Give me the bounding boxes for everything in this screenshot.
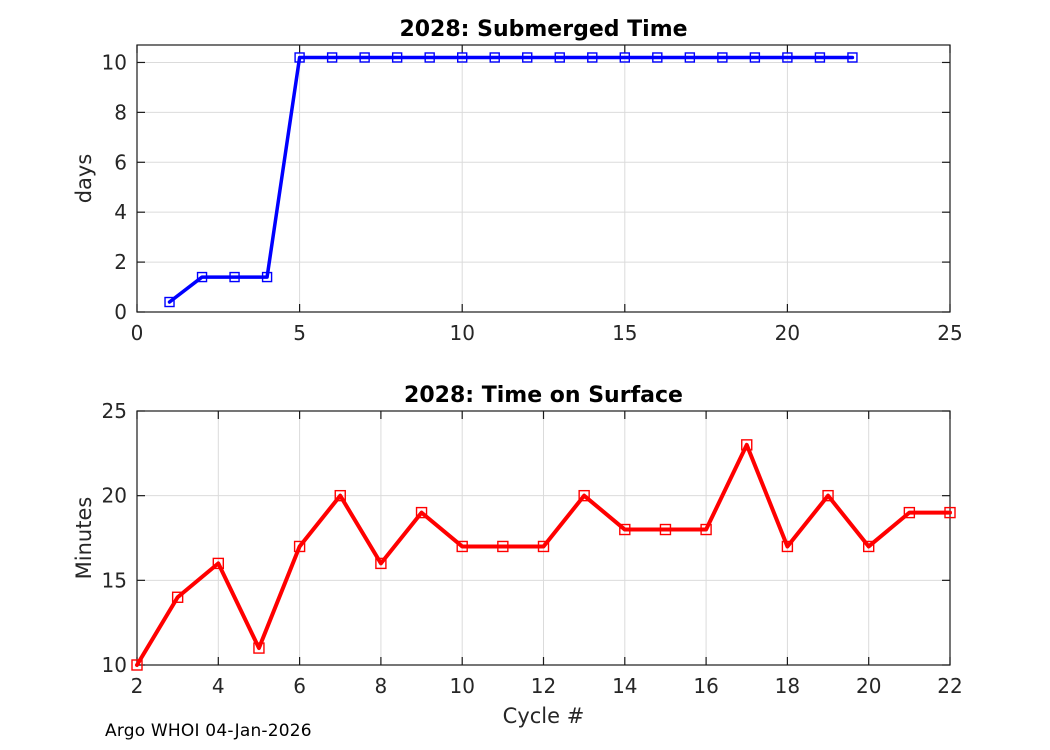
x-tick-label: 18 xyxy=(775,674,800,698)
x-axis-label: Cycle # xyxy=(503,704,585,728)
data-point-marker xyxy=(196,271,208,283)
y-tick-label: 0 xyxy=(114,300,127,324)
data-point-marker xyxy=(131,659,143,671)
data-point-marker xyxy=(415,506,428,519)
y-tick-label: 8 xyxy=(114,100,127,124)
x-tick-label: 5 xyxy=(293,321,306,345)
data-point-marker xyxy=(578,489,590,502)
x-tick-label: 20 xyxy=(856,674,881,698)
data-point-marker xyxy=(212,557,225,570)
data-line xyxy=(167,55,855,304)
x-tick-label: 2 xyxy=(131,674,144,698)
y-tick-label: 10 xyxy=(102,50,127,74)
data-point-marker xyxy=(717,52,728,63)
data-line xyxy=(135,442,952,667)
data-point-marker xyxy=(171,591,184,603)
x-tick-label: 4 xyxy=(212,674,225,698)
data-point-marker xyxy=(229,271,240,283)
data-point-marker xyxy=(652,52,663,63)
data-point-marker xyxy=(456,540,468,553)
data-point-marker xyxy=(822,489,834,502)
x-tick-label: 25 xyxy=(937,321,962,345)
chart-title: 2028: Time on Surface xyxy=(404,383,683,408)
data-point-marker xyxy=(863,540,875,553)
submerged-time-chart: 2028: Submerged Time 0 5 10 15 20 25 0 2 4 6 8 10 day… xyxy=(72,17,963,345)
watermark-text: Argo WHOI 04-Jan-2026 xyxy=(105,721,312,741)
data-point-marker xyxy=(903,506,916,519)
data-point-marker xyxy=(293,540,306,553)
axes-box xyxy=(136,44,951,313)
data-point-marker xyxy=(326,52,338,63)
data-point-marker xyxy=(489,52,500,63)
data-point-marker xyxy=(334,489,346,502)
y-tick-label: 10 xyxy=(102,653,127,677)
data-point-marker xyxy=(497,540,509,553)
x-tick-label: 0 xyxy=(131,321,144,345)
data-point-marker xyxy=(847,52,858,63)
x-tick-label: 14 xyxy=(612,674,637,698)
data-point-marker xyxy=(164,296,175,308)
data-point-marker xyxy=(749,52,761,63)
y-tick-label: 6 xyxy=(114,150,127,174)
x-tick-label: 10 xyxy=(449,674,474,698)
y-tick-label: 20 xyxy=(102,484,127,508)
data-point-marker xyxy=(814,52,826,63)
x-tick-label: 6 xyxy=(293,674,306,698)
y-axis-label: days xyxy=(72,154,96,204)
x-tick-label: 15 xyxy=(612,321,637,345)
data-point-marker xyxy=(391,52,403,63)
data-point-marker xyxy=(587,52,598,63)
data-point-marker xyxy=(619,52,630,63)
data-point-marker xyxy=(537,540,550,553)
y-axis-label: Minutes xyxy=(72,497,96,580)
x-tick-label: 20 xyxy=(775,321,800,345)
y-tick-label: 15 xyxy=(102,568,127,592)
data-point-marker xyxy=(741,439,753,451)
chart-title: 2028: Submerged Time xyxy=(399,17,687,42)
x-tick-label: 12 xyxy=(531,674,556,698)
data-point-marker xyxy=(659,523,672,536)
y-tick-label: 2 xyxy=(114,250,127,274)
data-point-marker xyxy=(782,52,793,63)
data-point-marker xyxy=(424,52,435,63)
x-tick-label: 8 xyxy=(375,674,388,698)
data-point-marker xyxy=(294,52,305,63)
data-point-marker xyxy=(554,52,565,63)
data-point-marker xyxy=(375,557,387,570)
data-point-marker xyxy=(700,523,712,536)
data-point-marker xyxy=(522,52,533,63)
data-point-marker xyxy=(781,540,794,553)
data-point-marker xyxy=(619,523,631,536)
data-point-marker xyxy=(261,271,273,283)
x-tick-label: 10 xyxy=(449,321,474,345)
y-tick-label: 4 xyxy=(114,200,127,224)
time-on-surface-chart: 2028: Time on Surface 2 4 6 8 10 12 14 16 18 20 22 1… xyxy=(72,383,963,728)
data-point-marker xyxy=(944,506,956,519)
data-point-marker xyxy=(684,52,696,63)
x-tick-label: 22 xyxy=(937,674,962,698)
x-tick-label: 16 xyxy=(693,674,718,698)
y-tick-label: 25 xyxy=(102,399,127,423)
data-point-marker xyxy=(253,642,265,654)
data-point-marker xyxy=(359,52,370,63)
data-point-marker xyxy=(457,52,468,63)
